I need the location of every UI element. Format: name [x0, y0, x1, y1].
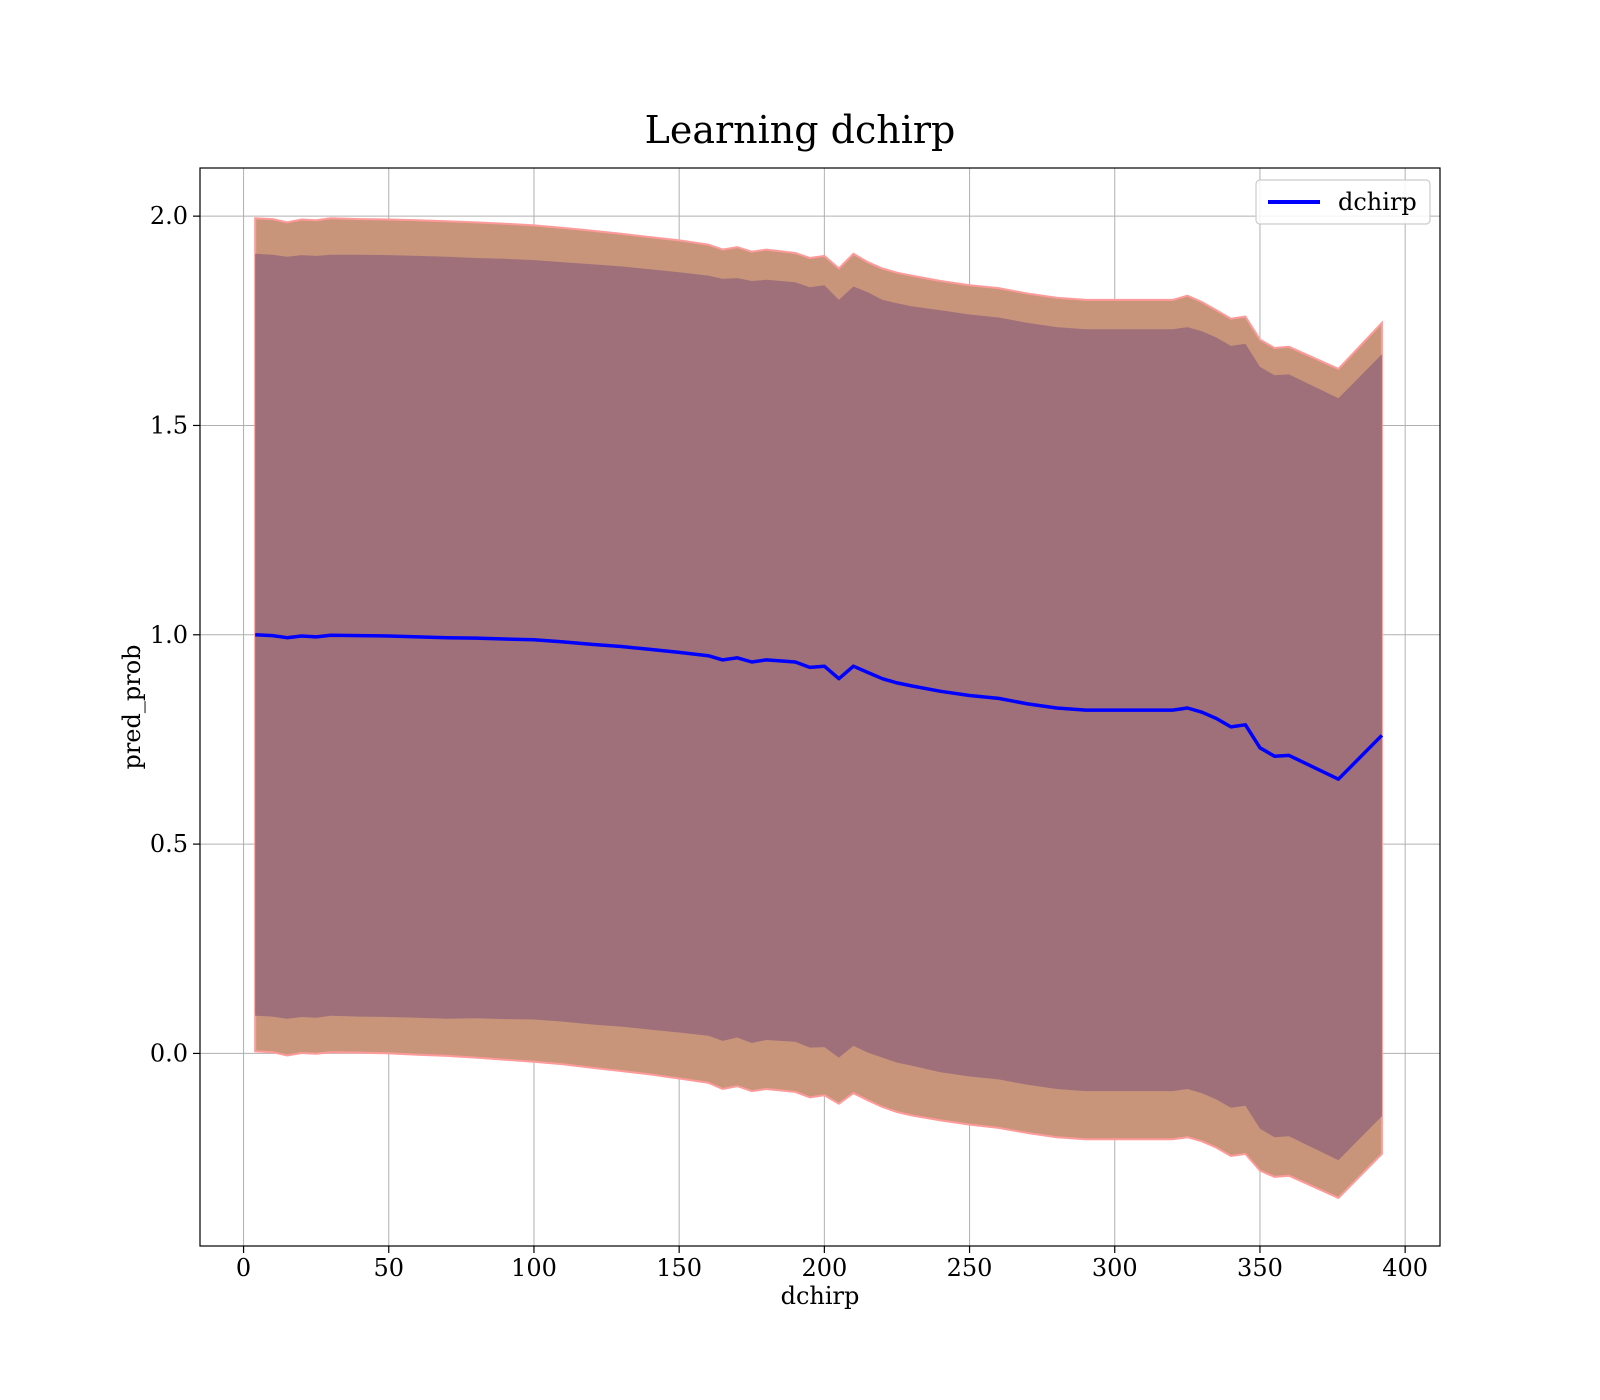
x-tick-label: 50	[373, 1254, 404, 1282]
y-tick-label: 0.0	[150, 1039, 188, 1067]
legend-label-dchirp: dchirp	[1338, 188, 1417, 216]
inner-confidence-band	[255, 253, 1382, 1161]
y-tick-label: 1.0	[150, 621, 188, 649]
chart-title: Learning dchirp	[645, 108, 956, 152]
axis-ticks: 0 50 100 150 200 250 300 350 400 0.0 0.5 1.0 1.5 2.0	[150, 202, 1428, 1282]
x-tick-label: 100	[511, 1254, 557, 1282]
y-axis-label: pred_prob	[118, 644, 146, 769]
x-axis-label: dchirp	[781, 1282, 860, 1310]
x-tick-label: 200	[801, 1254, 847, 1282]
legend: dchirp	[1255, 179, 1431, 225]
series-line-dchirp	[255, 633, 1384, 781]
x-tick-label: 400	[1382, 1254, 1428, 1282]
x-tick-label: 350	[1237, 1254, 1283, 1282]
y-tick-label: 2.0	[150, 202, 188, 230]
mean-line-layer	[255, 633, 1384, 781]
legend-box	[1255, 179, 1431, 225]
y-tick-label: 0.5	[150, 830, 188, 858]
plot-frame	[199, 167, 1441, 1247]
x-tick-label: 250	[947, 1254, 993, 1282]
x-tick-label: 300	[1092, 1254, 1138, 1282]
x-tick-label: 0	[236, 1254, 251, 1282]
y-tick-label: 1.5	[150, 411, 188, 439]
x-tick-label: 150	[656, 1254, 702, 1282]
confidence-bands	[254, 217, 1383, 1200]
